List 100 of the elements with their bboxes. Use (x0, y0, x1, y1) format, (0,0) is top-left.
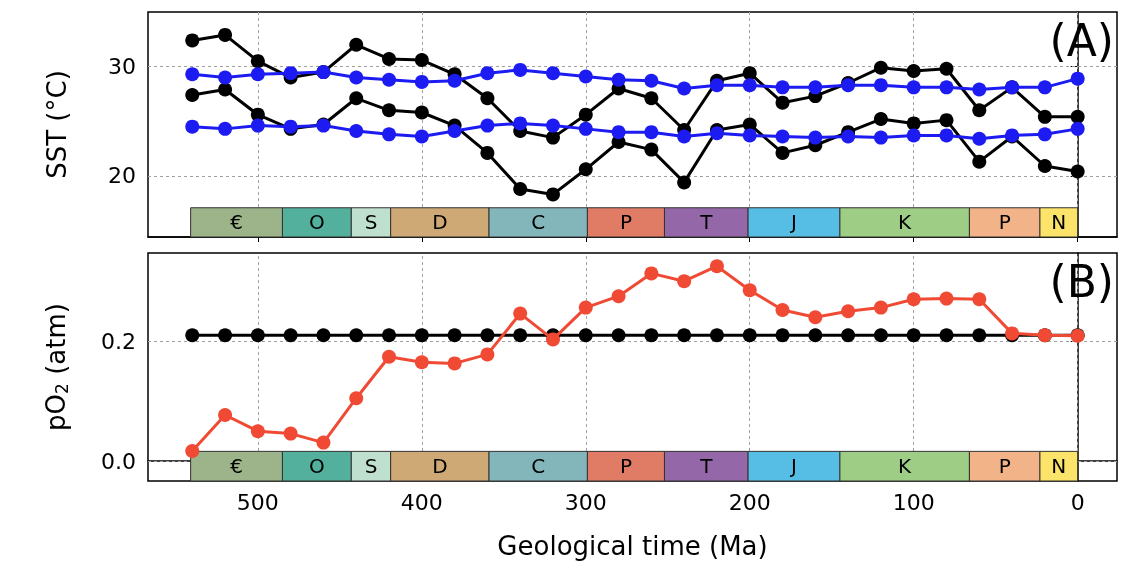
point (906, 63, 921, 78)
point (480, 118, 495, 133)
point (447, 73, 462, 88)
band-label: T (699, 210, 714, 235)
y-tick-label: 0.2 (101, 328, 136, 354)
point (1070, 109, 1085, 124)
point (382, 51, 397, 66)
point (545, 332, 560, 347)
point (906, 116, 921, 131)
point (709, 328, 724, 343)
point (677, 328, 692, 343)
point (808, 328, 823, 343)
x-tick-label: 0 (1070, 489, 1085, 515)
point (382, 127, 397, 142)
point (939, 128, 954, 143)
y-tick-label: 0.0 (101, 448, 136, 474)
point (775, 95, 790, 110)
point (808, 130, 823, 145)
point (775, 328, 790, 343)
x-tick-label: 400 (400, 489, 443, 515)
band-label: € (230, 454, 243, 479)
point (742, 66, 757, 81)
point (611, 125, 626, 140)
point (250, 54, 265, 69)
y-axis-title: SST (°C) (42, 70, 72, 179)
point (611, 289, 626, 304)
point (382, 72, 397, 87)
point (906, 328, 921, 343)
point (775, 129, 790, 144)
point (873, 78, 888, 93)
point (513, 181, 528, 196)
band-label: P (998, 210, 1011, 235)
band-label: S (364, 210, 378, 235)
point (939, 80, 954, 95)
point (382, 103, 397, 118)
point (1070, 71, 1085, 86)
point (1037, 159, 1052, 173)
point (480, 91, 495, 106)
point (873, 60, 888, 75)
point (513, 328, 528, 343)
point (480, 347, 495, 362)
point (414, 105, 429, 120)
point (382, 328, 397, 343)
point (841, 304, 856, 319)
point (677, 274, 692, 289)
point (218, 408, 233, 422)
point (644, 266, 659, 281)
band-label: C (531, 454, 546, 479)
point (513, 306, 528, 321)
point (414, 355, 429, 370)
band-label: K (898, 454, 913, 479)
band-label: J (789, 454, 797, 479)
point (742, 283, 757, 298)
point (447, 124, 462, 139)
point (185, 444, 200, 458)
band-label: J (789, 210, 797, 235)
point (644, 125, 659, 140)
point (972, 154, 987, 169)
point (775, 145, 790, 160)
y-tick-label: 30 (108, 54, 136, 80)
point (218, 121, 233, 136)
point (939, 61, 954, 76)
point (873, 328, 888, 343)
point (578, 328, 593, 343)
point (382, 349, 397, 364)
point (906, 292, 921, 307)
band-label: N (1051, 454, 1067, 479)
point (349, 70, 364, 85)
point (480, 66, 495, 81)
point (316, 435, 331, 450)
point (873, 112, 888, 127)
point (447, 356, 462, 371)
band-label: P (619, 454, 632, 479)
point (906, 80, 921, 95)
point (218, 27, 233, 42)
x-tick-label: 100 (892, 489, 935, 515)
point (283, 426, 298, 441)
point (677, 129, 692, 144)
point (644, 142, 659, 157)
point (218, 328, 233, 343)
band-label: P (619, 210, 632, 235)
point (644, 328, 659, 343)
point (873, 130, 888, 145)
point (1070, 121, 1085, 136)
point (972, 292, 987, 307)
band-label: T (699, 454, 714, 479)
point (185, 328, 200, 343)
point (447, 328, 462, 343)
point (578, 107, 593, 122)
point (578, 121, 593, 136)
point (578, 162, 593, 177)
point (349, 328, 364, 343)
point (185, 67, 200, 82)
point (414, 74, 429, 89)
point (742, 78, 757, 93)
band-label: D (432, 210, 448, 235)
point (283, 328, 298, 343)
point (841, 129, 856, 144)
point (709, 259, 724, 274)
point (414, 328, 429, 343)
